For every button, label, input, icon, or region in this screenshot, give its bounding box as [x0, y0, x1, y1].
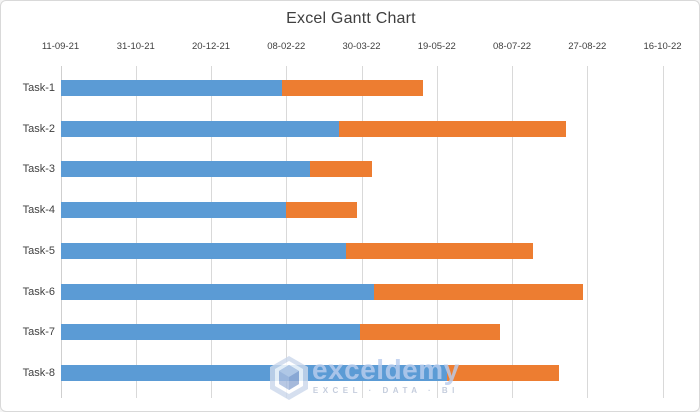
x-axis-tick-label: 16-10-22 — [643, 41, 682, 52]
task-8-start-bar — [60, 364, 448, 381]
gridline — [512, 66, 513, 398]
x-axis-tick-label: 27-08-22 — [568, 41, 607, 52]
task-4-duration-bar — [286, 202, 357, 219]
x-axis-tick-label: 11-09-21 — [41, 41, 80, 52]
task-5-start-bar — [60, 242, 347, 259]
category-axis-line — [60, 66, 62, 398]
task-4-start-bar — [60, 202, 287, 219]
category-label-task-5: Task-5 — [22, 244, 55, 257]
gridline — [211, 66, 212, 398]
category-label-task-2: Task-2 — [22, 122, 55, 135]
task-5-duration-bar — [346, 242, 534, 259]
gridline — [286, 66, 288, 398]
task-1-duration-bar — [281, 80, 424, 96]
x-axis-tick-label: 31-10-21 — [116, 41, 155, 52]
category-label-task-3: Task-3 — [22, 163, 55, 176]
category-label-task-8: Task-8 — [22, 366, 55, 379]
category-label-task-1: Task-1 — [22, 82, 55, 94]
task-2-duration-bar — [338, 120, 567, 137]
x-axis-tick-label: 30-03-22 — [342, 41, 381, 52]
task-3-duration-bar — [310, 161, 373, 178]
x-axis-tick-label: 20-12-21 — [191, 41, 231, 52]
x-axis-tick-label: 08-02-22 — [267, 41, 306, 52]
task-1-start-bar — [60, 80, 282, 96]
task-7-duration-bar — [359, 324, 500, 341]
gridline — [436, 66, 438, 398]
gridline — [662, 66, 664, 398]
task-6-start-bar — [60, 283, 374, 300]
task-8-duration-bar — [447, 364, 559, 381]
task-3-start-bar — [60, 161, 311, 178]
gridline — [587, 66, 589, 398]
x-axis-tick-label: 19-05-22 — [417, 41, 456, 52]
category-label-task-4: Task-4 — [22, 204, 55, 217]
chart-title: Excel Gantt Chart — [286, 10, 416, 27]
task-6-duration-bar — [373, 283, 583, 300]
gridline — [135, 66, 137, 398]
task-7-start-bar — [60, 324, 360, 341]
category-label-task-6: Task-6 — [22, 285, 55, 298]
task-2-start-bar — [60, 120, 339, 137]
gridline — [361, 66, 363, 398]
x-axis-tick-label: 08-07-22 — [492, 41, 532, 52]
category-label-task-7: Task-7 — [22, 326, 55, 339]
